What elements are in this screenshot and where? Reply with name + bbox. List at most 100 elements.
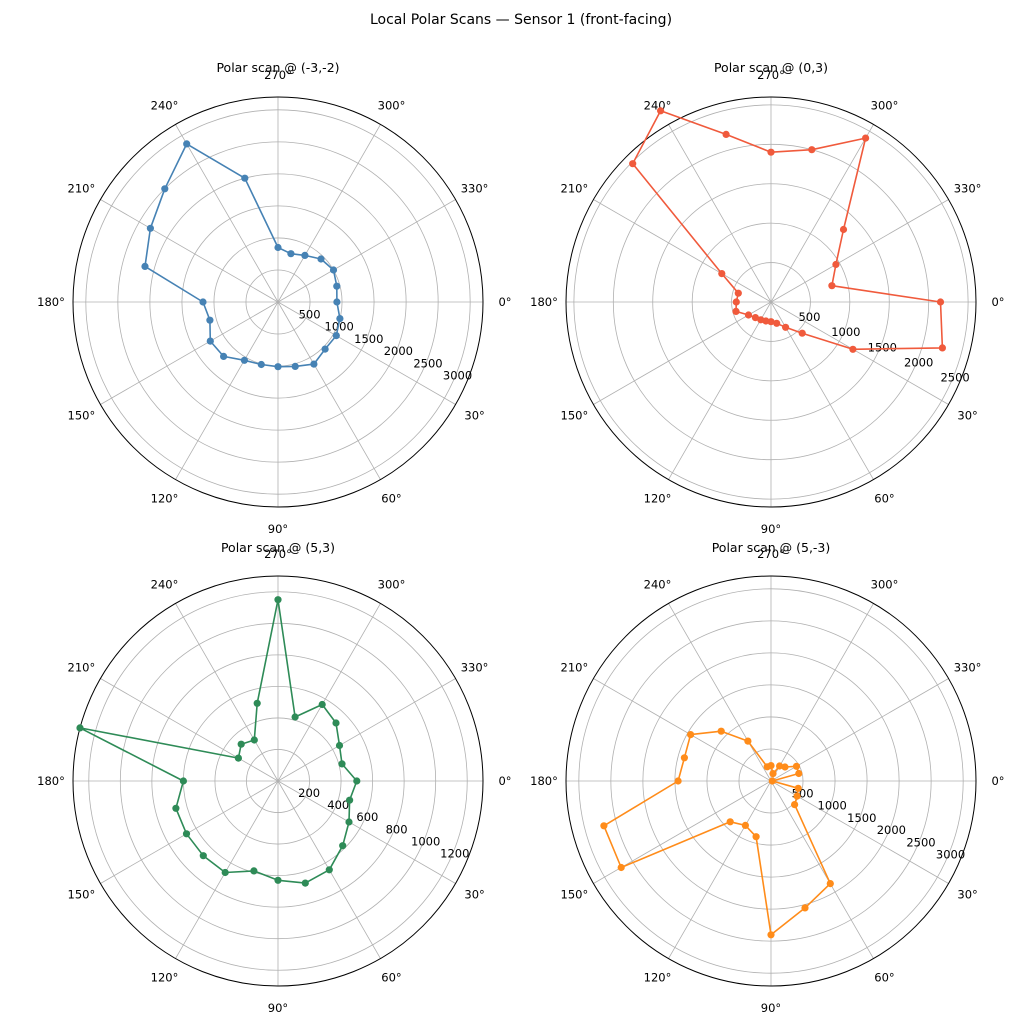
data-point <box>250 867 258 875</box>
radial-tick-label: 800 <box>386 822 408 836</box>
data-point <box>253 699 261 707</box>
radial-gridline <box>612 143 930 461</box>
angle-tick-label: 90° <box>761 522 781 536</box>
angle-tick-label: 210° <box>561 661 589 675</box>
angle-tick-label: 210° <box>68 182 96 196</box>
angle-gridline <box>668 124 772 303</box>
data-point <box>329 266 338 274</box>
data-point <box>346 796 354 804</box>
angle-tick-label: 330° <box>954 182 982 196</box>
radial-tick-label: 1000 <box>411 834 440 848</box>
data-point <box>781 763 789 771</box>
data-point <box>199 298 207 306</box>
data-point <box>744 311 753 319</box>
data-point <box>793 792 801 800</box>
data-point <box>206 337 214 345</box>
radial-tick-label: 2000 <box>877 823 906 837</box>
data-point <box>751 314 760 322</box>
data-point <box>773 319 781 327</box>
angle-gridline <box>593 678 772 782</box>
data-point <box>726 818 734 826</box>
data-point <box>291 713 299 721</box>
data-point <box>752 833 760 841</box>
angle-tick-label: 330° <box>461 661 489 675</box>
polar-title-0: Polar scan @ (-3,-2) <box>216 60 339 75</box>
angle-gridline <box>770 678 949 782</box>
radial-tick-label: 1000 <box>831 325 860 339</box>
data-point <box>199 852 207 860</box>
radial-gridline <box>731 262 811 342</box>
figure-suptitle: Local Polar Scans — Sensor 1 (front-faci… <box>370 12 672 28</box>
angle-tick-label: 120° <box>151 492 179 506</box>
polar-chart-3: Polar scan @ (5,-3) 0° 30° 60° 90° 120° 150° 1… <box>530 540 1004 1015</box>
data-point <box>206 316 214 324</box>
data-point <box>183 140 191 148</box>
data-point <box>250 736 258 744</box>
data-point <box>301 879 309 887</box>
data-point <box>172 804 180 812</box>
angle-gridline <box>668 603 772 782</box>
radial-gridline <box>85 109 471 495</box>
radial-tick-label: 1500 <box>354 332 383 346</box>
angle-gridline <box>770 603 874 782</box>
angle-tick-label: 300° <box>871 98 899 112</box>
radial-gridline <box>642 652 900 910</box>
data-point <box>333 298 341 306</box>
angle-gridline <box>668 301 772 480</box>
angle-tick-label: 60° <box>381 971 401 985</box>
radial-gridline <box>149 173 407 431</box>
angle-tick-label: 270° <box>757 68 785 82</box>
data-point <box>338 760 346 768</box>
radial-tick-label: 500 <box>798 310 820 324</box>
angle-tick-label: 90° <box>268 1001 288 1015</box>
data-point <box>734 289 742 297</box>
data-point <box>828 282 836 290</box>
data-point <box>657 107 665 115</box>
angle-tick-label: 150° <box>561 409 589 423</box>
data-point <box>220 352 228 360</box>
angle-gridline <box>277 301 381 480</box>
angle-tick-label: 210° <box>68 661 96 675</box>
radial-tick-label: 200 <box>298 786 320 800</box>
angle-gridline <box>277 678 456 782</box>
data-point <box>179 777 187 785</box>
radial-tick-label: 600 <box>356 810 378 824</box>
polar-chart-0: Polar scan @ (-3,-2) 0° 30° 60° 90° 120° 150°… <box>37 60 511 536</box>
angle-gridline <box>277 199 456 303</box>
angle-tick-label: 30° <box>957 409 977 423</box>
data-point <box>717 727 725 735</box>
data-point <box>722 130 730 138</box>
data-point <box>221 868 229 877</box>
radial-tick-label: 1200 <box>440 846 469 860</box>
data-point <box>808 146 816 154</box>
polar-spine <box>72 575 484 987</box>
data-point <box>741 821 750 830</box>
data-point <box>335 741 344 750</box>
data-point <box>76 724 84 732</box>
radial-gridline <box>181 205 375 399</box>
data-point <box>274 876 282 884</box>
angle-tick-label: 180° <box>37 295 65 309</box>
data-point <box>767 762 775 770</box>
data-point <box>769 770 777 778</box>
data-point <box>345 818 353 826</box>
angle-gridline <box>100 199 279 303</box>
angle-tick-label: 120° <box>644 971 672 985</box>
polar-title-2: Polar scan @ (5,3) <box>221 540 335 555</box>
radial-tick-label: 1000 <box>818 799 847 813</box>
data-point <box>333 282 341 290</box>
data-point <box>826 880 834 888</box>
polar-spine <box>565 96 977 508</box>
angle-tick-label: 300° <box>378 577 406 591</box>
data-point <box>240 356 248 364</box>
angle-gridline <box>100 301 279 405</box>
radial-gridline <box>119 622 437 940</box>
radial-tick-label: 1000 <box>325 320 354 334</box>
angle-tick-label: 240° <box>644 98 672 112</box>
polar-title-3: Polar scan @ (5,-3) <box>712 540 831 555</box>
data-point <box>938 344 947 352</box>
radial-tick-label: 400 <box>327 798 349 812</box>
data-point <box>274 243 282 252</box>
data-point <box>744 737 752 745</box>
